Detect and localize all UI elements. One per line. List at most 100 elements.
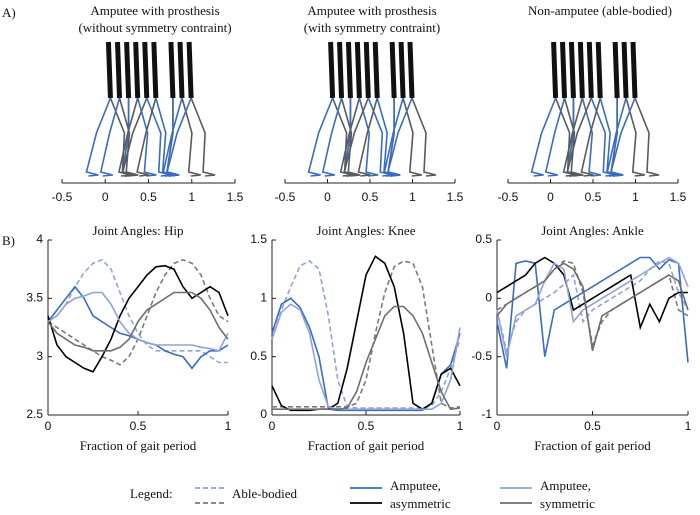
trunk xyxy=(354,41,362,99)
leg xyxy=(566,97,593,177)
trunk xyxy=(133,41,141,99)
x-tick-label: 1 xyxy=(188,190,195,204)
leg-segment xyxy=(530,97,557,177)
leg xyxy=(387,97,413,177)
x-axis-label: Fraction of gait period xyxy=(308,438,425,453)
leg xyxy=(563,97,584,177)
leg-segment xyxy=(85,97,112,177)
x-tick-label: 0 xyxy=(45,419,52,433)
chart-title: Joint Angles: Knee xyxy=(317,223,416,238)
y-tick-label: 0.5 xyxy=(475,232,492,246)
leg xyxy=(340,97,361,177)
x-tick-label: 1.5 xyxy=(670,190,687,204)
leg-segment xyxy=(634,97,660,177)
leg xyxy=(580,97,601,177)
leg-segment xyxy=(581,97,602,177)
series-line xyxy=(47,258,229,366)
trunk xyxy=(168,41,176,99)
x-tick-label: 0 xyxy=(547,190,554,204)
series-line xyxy=(47,258,228,364)
x-tick-label: 0 xyxy=(269,419,276,433)
series-line xyxy=(271,297,461,412)
trunk xyxy=(568,41,576,99)
leg-segment xyxy=(136,97,157,177)
chart-title: Non-amputee (able-bodied) xyxy=(528,3,672,18)
leg xyxy=(121,97,148,177)
trunk xyxy=(337,41,345,99)
x-tick-label: 0.5 xyxy=(130,419,147,433)
trunk xyxy=(398,41,406,99)
leg-segment xyxy=(340,97,361,177)
x-axis-label: Fraction of gait period xyxy=(80,438,197,453)
legend-entry: Able-bodied xyxy=(232,486,297,501)
y-tick-label: 1.5 xyxy=(250,232,267,246)
series-line xyxy=(496,256,689,357)
leg-segment xyxy=(580,97,601,177)
series-line xyxy=(496,262,689,352)
x-tick-label: 0 xyxy=(102,190,109,204)
legend-entry: symmetric xyxy=(540,496,595,511)
leg-segment xyxy=(307,97,334,177)
y-tick-label: 0.5 xyxy=(250,349,267,363)
leg-segment xyxy=(411,97,437,177)
trunk xyxy=(595,41,603,99)
leg-segment xyxy=(166,97,192,177)
chart-title: Joint Angles: Hip xyxy=(92,223,183,238)
x-tick-label: 0.5 xyxy=(362,190,379,204)
x-tick-label: 0.5 xyxy=(358,419,375,433)
x-tick-label: -0.5 xyxy=(498,190,519,204)
leg xyxy=(411,97,437,177)
trunk xyxy=(586,41,594,99)
leg xyxy=(530,97,557,177)
y-tick-label: 4 xyxy=(36,232,43,246)
series-line xyxy=(47,291,229,352)
x-tick-label: 0 xyxy=(324,190,331,204)
chart-title: Amputee with prosthesis xyxy=(90,3,219,18)
trunk xyxy=(177,41,185,99)
legend-entry: Amputee, xyxy=(390,478,441,493)
leg-segment xyxy=(99,97,121,177)
leg xyxy=(307,97,334,177)
trunk xyxy=(186,41,194,99)
trunk xyxy=(151,41,159,99)
y-tick-label: 3.5 xyxy=(26,291,43,305)
legend-entry: asymmetric xyxy=(390,496,451,511)
trunk xyxy=(389,41,397,99)
leg-segment xyxy=(566,97,593,177)
leg xyxy=(190,97,216,177)
trunk xyxy=(372,41,380,99)
series-line xyxy=(272,305,461,411)
leg xyxy=(99,97,121,177)
trunk xyxy=(124,41,132,99)
leg xyxy=(358,97,379,177)
x-tick-label: 1 xyxy=(225,419,232,433)
x-axis-label: Fraction of gait period xyxy=(534,438,651,453)
panel-label: A) xyxy=(2,5,16,20)
chart-title: Amputee with prosthesis xyxy=(307,3,436,18)
legend-entry: Amputee, xyxy=(540,478,591,493)
x-tick-label: 0.5 xyxy=(585,190,602,204)
x-tick-label: -0.5 xyxy=(275,190,296,204)
y-tick-label: 1 xyxy=(260,291,267,305)
leg-segment xyxy=(190,97,216,177)
trunk xyxy=(630,41,638,99)
trunk xyxy=(345,41,353,99)
series-line xyxy=(272,260,461,409)
leg-segment xyxy=(343,97,370,177)
leg xyxy=(136,97,157,177)
series-line xyxy=(496,260,689,348)
x-tick-label: 1.5 xyxy=(447,190,464,204)
leg-segment xyxy=(610,97,636,177)
leg-segment xyxy=(118,97,139,177)
leg xyxy=(610,97,636,177)
legend-label: Legend: xyxy=(130,486,173,501)
y-tick-label: -0.5 xyxy=(471,349,492,363)
trunk xyxy=(577,41,585,99)
panel-label: B) xyxy=(2,233,15,248)
leg-segment xyxy=(357,97,378,177)
chart-title: (with symmetry contraint) xyxy=(304,20,440,35)
leg-segment xyxy=(121,97,148,177)
leg xyxy=(357,97,378,177)
trunk xyxy=(105,41,113,99)
